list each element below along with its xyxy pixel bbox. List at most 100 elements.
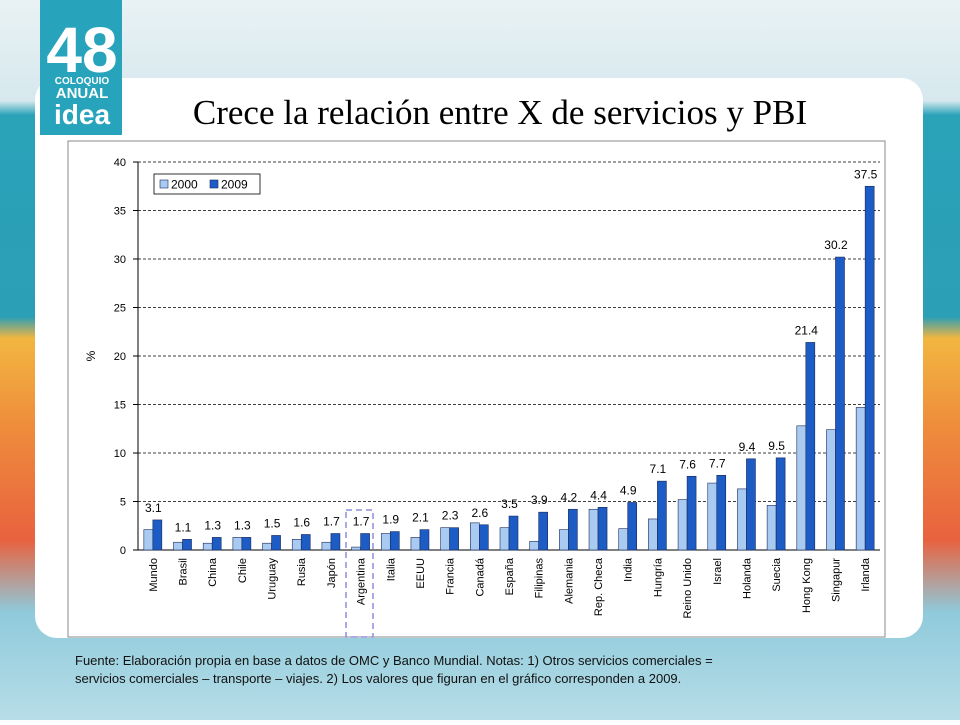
x-tick-label: Irlanda xyxy=(860,557,872,592)
data-label: 7.6 xyxy=(679,457,696,471)
x-tick-label: Rusia xyxy=(296,557,308,586)
bar xyxy=(182,539,192,551)
bar xyxy=(262,542,272,551)
bar xyxy=(775,457,786,551)
bar xyxy=(152,519,163,551)
data-label: 2.6 xyxy=(471,506,488,520)
y-tick-label: 10 xyxy=(114,448,126,460)
bar xyxy=(864,185,875,551)
logo-text: COLOQUIO xyxy=(55,76,110,87)
bar xyxy=(321,541,332,551)
y-tick-label: 15 xyxy=(114,400,126,412)
bar xyxy=(173,541,183,551)
bar xyxy=(686,475,697,551)
legend-swatch xyxy=(159,179,169,189)
x-tick-label: Mundo xyxy=(148,558,160,592)
data-label: 3.1 xyxy=(145,501,162,515)
x-tick-label: Brasil xyxy=(178,558,190,586)
data-label: 7.7 xyxy=(709,456,726,470)
bar xyxy=(499,527,510,551)
legend-label: 2009 xyxy=(221,178,248,192)
y-tick-label: 5 xyxy=(120,497,126,509)
footer-text: Fuente: Elaboración propia en base a dat… xyxy=(75,653,713,668)
bar xyxy=(470,522,480,551)
bar xyxy=(707,482,718,551)
bar xyxy=(618,528,629,551)
x-tick-label: EEUU xyxy=(415,558,427,589)
data-label: 1.3 xyxy=(204,518,221,532)
bar xyxy=(568,508,578,551)
highlight-box xyxy=(345,509,374,638)
data-label: 21.4 xyxy=(795,323,819,337)
bar xyxy=(291,539,302,551)
x-tick-label: Argentina xyxy=(356,557,368,605)
data-label: 2.3 xyxy=(442,509,459,523)
bar xyxy=(766,505,777,551)
data-label: 4.9 xyxy=(620,483,637,497)
bar xyxy=(805,342,816,551)
data-label: 1.7 xyxy=(353,515,370,529)
data-label: 9.4 xyxy=(739,440,756,454)
bar xyxy=(202,542,213,551)
bar xyxy=(826,429,836,551)
data-label: 1.1 xyxy=(175,520,192,534)
data-label: 3.5 xyxy=(501,497,518,511)
bar xyxy=(559,529,569,551)
x-tick-label: Suecia xyxy=(771,557,783,592)
data-label: 1.9 xyxy=(382,513,399,527)
chart-frame xyxy=(67,140,886,638)
bar xyxy=(300,534,311,551)
bar xyxy=(529,540,539,551)
x-tick-label: Holanda xyxy=(741,557,753,599)
bar xyxy=(232,537,243,551)
logo-text: ANUAL xyxy=(56,85,109,102)
y-tick-label: 20 xyxy=(114,351,126,363)
logo-box xyxy=(40,0,122,135)
x-tick-label: China xyxy=(207,557,219,587)
x-tick-label: Singapur xyxy=(830,558,842,602)
x-tick-label: Japón xyxy=(326,558,338,588)
bar xyxy=(330,533,341,551)
bar xyxy=(737,488,747,551)
data-label: 9.5 xyxy=(768,439,785,453)
x-tick-label: Hungría xyxy=(652,557,664,597)
bar xyxy=(389,531,400,551)
data-label: 1.3 xyxy=(234,518,251,532)
bar xyxy=(855,407,866,551)
x-tick-label: Chile xyxy=(237,558,249,583)
bar xyxy=(479,524,489,551)
data-label: 7.1 xyxy=(650,462,667,476)
bar xyxy=(449,527,459,551)
x-tick-label: Israel xyxy=(712,558,724,585)
bar xyxy=(835,256,845,551)
y-tick-label: 30 xyxy=(114,254,126,266)
bar xyxy=(351,546,361,551)
bar xyxy=(746,458,756,551)
bar xyxy=(538,511,548,551)
legend-label: 2000 xyxy=(171,178,198,192)
y-tick-label: 35 xyxy=(114,206,126,218)
x-tick-label: Alemania xyxy=(563,557,575,604)
x-tick-label: España xyxy=(504,557,516,595)
x-tick-label: Reino Unido xyxy=(682,558,694,619)
bar xyxy=(440,527,450,551)
bar xyxy=(508,515,519,551)
data-label: 4.2 xyxy=(561,490,578,504)
bar xyxy=(271,535,281,551)
x-tick-label: Francia xyxy=(445,557,457,595)
bar xyxy=(211,537,222,551)
x-tick-label: Canadá xyxy=(474,557,486,596)
bar xyxy=(360,533,370,551)
bar xyxy=(597,507,608,551)
y-tick-label: 0 xyxy=(120,545,126,557)
data-label: 1.5 xyxy=(264,516,281,530)
bar xyxy=(648,518,658,551)
logo-number: 48 xyxy=(46,14,117,86)
bar xyxy=(588,508,599,551)
bar xyxy=(627,502,638,551)
bar xyxy=(796,425,807,551)
x-tick-label: Rep. Checa xyxy=(593,557,605,616)
y-axis-label: % xyxy=(84,350,98,361)
bar xyxy=(143,529,154,551)
